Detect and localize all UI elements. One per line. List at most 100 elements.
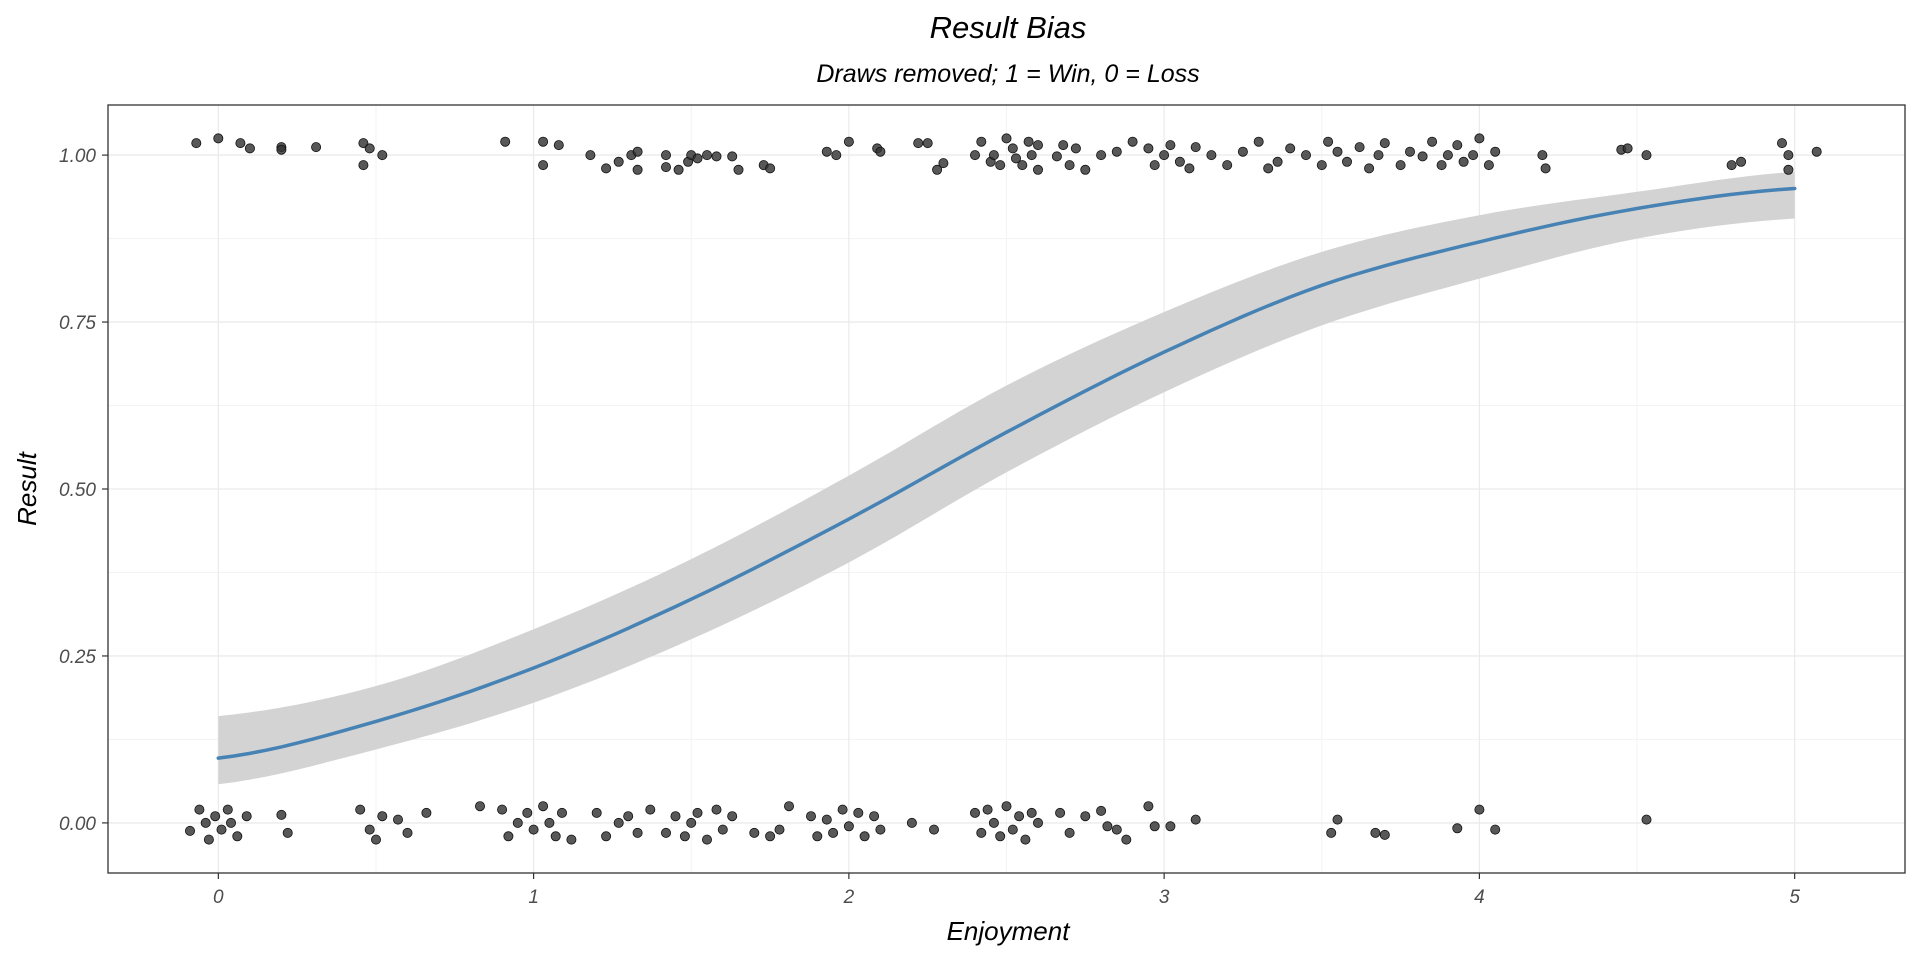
- scatter-point: [500, 136, 511, 147]
- scatter-point: [1143, 143, 1154, 154]
- scatter-point: [232, 831, 243, 842]
- scatter-point: [1206, 150, 1217, 161]
- scatter-point: [184, 825, 195, 836]
- scatter-point: [1783, 164, 1794, 175]
- scatter-point: [692, 807, 703, 818]
- scatter-point: [837, 804, 848, 815]
- scatter-point: [1332, 814, 1343, 825]
- scatter-point: [512, 817, 523, 828]
- scatter-point: [765, 163, 776, 174]
- scatter-point: [1436, 160, 1447, 171]
- scatter-point: [421, 807, 432, 818]
- scatter-point: [1364, 163, 1375, 174]
- scatter-point: [210, 811, 221, 822]
- scatter-point: [1033, 817, 1044, 828]
- scatter-point: [1001, 801, 1012, 812]
- scatter-point: [1736, 156, 1747, 167]
- scatter-point: [661, 827, 672, 838]
- scatter-point: [550, 831, 561, 842]
- x-tick-label: 4: [1474, 887, 1485, 908]
- scatter-point: [976, 136, 987, 147]
- scatter-point: [377, 811, 388, 822]
- scatter-point: [1468, 150, 1479, 161]
- scatter-point: [538, 136, 549, 147]
- scatter-point: [686, 817, 697, 828]
- scatter-point: [1096, 805, 1107, 816]
- scatter-point: [1237, 146, 1248, 157]
- scatter-point: [995, 160, 1006, 171]
- scatter-point: [1417, 151, 1428, 162]
- scatter-point: [1253, 136, 1264, 147]
- scatter-point: [613, 156, 624, 167]
- scatter-point: [1490, 824, 1501, 835]
- scatter-point: [553, 140, 564, 151]
- scatter-point: [670, 811, 681, 822]
- scatter-point: [503, 831, 514, 842]
- scatter-point: [1622, 143, 1633, 154]
- scatter-point: [828, 827, 839, 838]
- scatter-point: [1017, 160, 1028, 171]
- scatter-point: [1452, 140, 1463, 151]
- scatter-point: [1058, 140, 1069, 151]
- scatter-point: [821, 814, 832, 825]
- scatter-point: [358, 160, 369, 171]
- y-tick-label: 1.00: [59, 146, 96, 167]
- scatter-point: [859, 831, 870, 842]
- scatter-point: [1007, 824, 1018, 835]
- scatter-point: [613, 817, 624, 828]
- scatter-point: [1149, 821, 1160, 832]
- scatter-point: [1442, 150, 1453, 161]
- scatter-point: [1379, 138, 1390, 149]
- scatter-point: [1540, 163, 1551, 174]
- scatter-point: [932, 164, 943, 175]
- scatter-point: [1111, 146, 1122, 157]
- scatter-point: [1014, 811, 1025, 822]
- scatter-point: [241, 811, 252, 822]
- chart-title: Result Bias: [930, 10, 1087, 45]
- fit-line: [216, 186, 1797, 760]
- scatter-point: [1427, 136, 1438, 147]
- scatter-point: [1405, 146, 1416, 157]
- scatter-point: [364, 824, 375, 835]
- x-tick-label: 5: [1789, 887, 1800, 908]
- scatter-point: [355, 804, 366, 815]
- y-tick-label: 0.00: [59, 814, 96, 835]
- scatter-point: [692, 153, 703, 164]
- scatter-point: [528, 824, 539, 835]
- scatter-point: [774, 824, 785, 835]
- scatter-point: [1474, 804, 1485, 815]
- scatter-point: [1111, 824, 1122, 835]
- scatter-point: [282, 827, 293, 838]
- y-tick-label: 0.25: [59, 647, 96, 668]
- x-tick-label: 1: [528, 887, 539, 908]
- scatter-point: [970, 807, 981, 818]
- scatter-point: [1011, 153, 1022, 164]
- scatter-point: [632, 146, 643, 157]
- scatter-point: [1080, 811, 1091, 822]
- scatter-point: [679, 831, 690, 842]
- scatter-point: [661, 150, 672, 161]
- scatter-point: [1055, 807, 1066, 818]
- scatter-point: [1354, 142, 1365, 153]
- scatter-point: [235, 138, 246, 149]
- plot-area: 0 1 2 3 4 5 0.00 0.25 0.50 0.75 1.00: [59, 104, 1906, 908]
- scatter-point: [1395, 160, 1406, 171]
- scatter-point: [1272, 156, 1283, 167]
- scatter-point: [1127, 136, 1138, 147]
- scatter-point: [1096, 150, 1107, 161]
- scatter-point: [922, 138, 933, 149]
- scatter-point: [661, 162, 672, 173]
- scatter-point: [784, 801, 795, 812]
- scatter-point: [632, 827, 643, 838]
- scatter-point: [1323, 136, 1334, 147]
- scatter-point: [988, 817, 999, 828]
- scatter-point: [1023, 136, 1034, 147]
- scatter-point: [749, 827, 760, 838]
- x-axis-label: Enjoyment: [947, 916, 1072, 946]
- scatter-point: [875, 824, 886, 835]
- scatter-point: [538, 801, 549, 812]
- scatter-point: [821, 146, 832, 157]
- scatter-point: [1263, 163, 1274, 174]
- scatter-point: [244, 143, 255, 154]
